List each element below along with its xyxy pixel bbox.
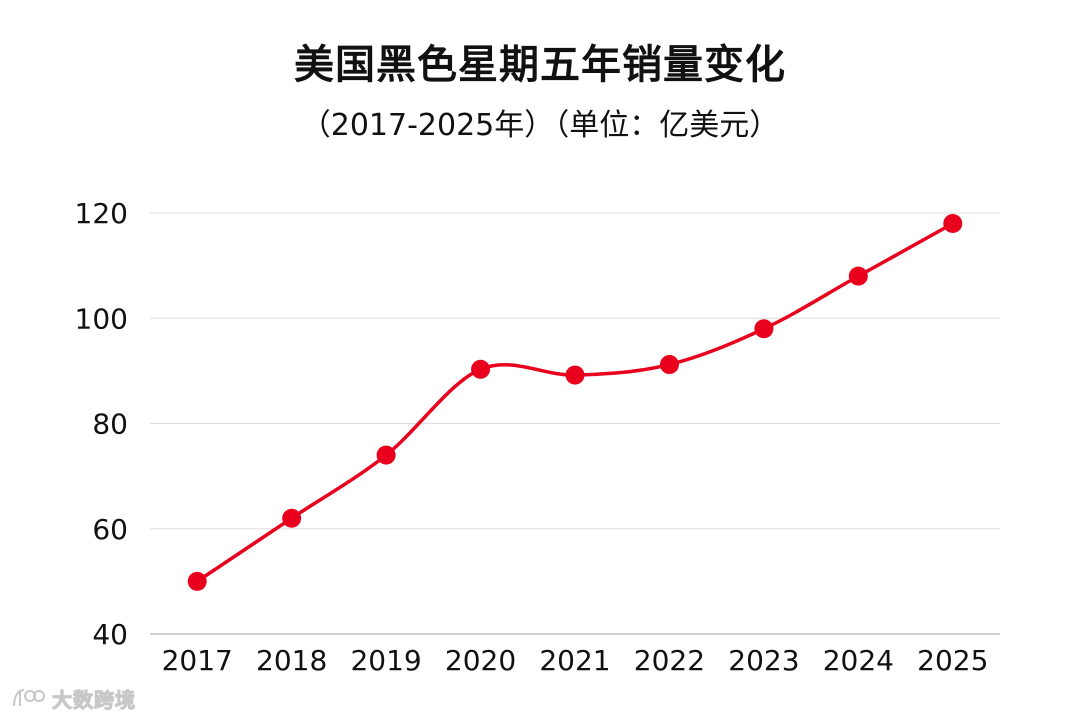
y-tick-label: 120: [75, 197, 128, 230]
x-tick-label: 2020: [445, 644, 516, 677]
x-tick-label: 2022: [634, 644, 705, 677]
grid-lines: [150, 212, 1000, 635]
y-tick-label: 100: [75, 302, 128, 335]
data-point: [848, 266, 868, 286]
data-point: [376, 445, 396, 465]
data-point: [187, 571, 207, 591]
data-point: [471, 359, 491, 379]
x-tick-label: 2024: [823, 644, 894, 677]
chart-title: 美国黑色星期五年销量变化: [294, 42, 786, 88]
series-layer: [196, 221, 954, 583]
logo-icon: [13, 689, 45, 707]
x-tick-label: 2023: [728, 644, 799, 677]
data-point: [565, 365, 585, 385]
data-point: [754, 319, 774, 339]
y-tick-label: 60: [92, 513, 128, 546]
x-axis-ticks: 2017 2018 2019 2020 2021 2022 2023 2024 2025: [162, 644, 989, 677]
data-point: [282, 508, 302, 528]
y-axis-ticks: 40 60 80 100 120: [75, 197, 128, 651]
x-tick-label: 2018: [256, 644, 327, 677]
series-line: [196, 221, 954, 583]
x-tick-label: 2021: [539, 644, 610, 677]
y-tick-label: 80: [92, 408, 128, 441]
y-tick-label: 40: [92, 618, 128, 651]
data-point: [943, 214, 963, 234]
x-tick-label: 2019: [350, 644, 421, 677]
watermark: 大数跨境: [10, 683, 136, 713]
watermark-text: 大数跨境: [52, 687, 136, 712]
data-points: [187, 214, 963, 591]
data-point: [659, 355, 679, 375]
x-tick-label: 2025: [917, 644, 988, 677]
chart-subtitle: （2017-2025年）（单位：亿美元）: [300, 108, 780, 143]
x-tick-label: 2017: [162, 644, 233, 677]
